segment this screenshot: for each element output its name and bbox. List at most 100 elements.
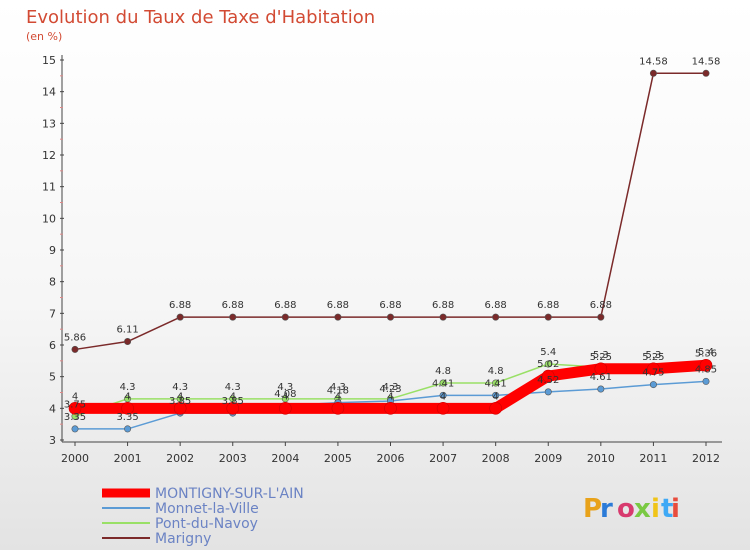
data-point (121, 402, 134, 415)
data-label: 6.88 (327, 300, 349, 311)
data-label: 4.75 (642, 368, 664, 379)
data-label: 14.58 (639, 56, 668, 67)
axes: 3 4 5 6 7 8 9 10 11 12 13 14 15 2000 2001 2002 2003 2004 2… (42, 54, 722, 465)
data-label: 3.75 (64, 399, 86, 410)
data-point (331, 402, 345, 415)
data-label: 5.86 (64, 332, 86, 343)
data-label: 4.3 (277, 382, 293, 393)
data-point (226, 402, 240, 415)
x-tick-label: 2005 (324, 452, 352, 465)
data-point (176, 395, 184, 403)
y-tick-label: 7 (49, 307, 56, 320)
data-point (334, 313, 342, 321)
y-tick-label: 5 (49, 371, 56, 384)
x-tick-label: 2001 (114, 452, 142, 465)
data-point (229, 395, 237, 403)
data-label: 4.52 (537, 375, 559, 386)
y-tick-label: 4 (49, 402, 56, 415)
data-label: 4.18 (327, 386, 349, 397)
data-point (489, 402, 502, 415)
data-point (647, 362, 660, 376)
data-label: 4.3 (330, 382, 346, 393)
legend-label: Monnet-la-Ville (155, 501, 259, 517)
data-label: 6.88 (222, 300, 244, 311)
data-point (439, 379, 447, 387)
data-label: 14.58 (692, 56, 721, 67)
data-label: 4.08 (274, 389, 296, 400)
y-tick-label: 11 (42, 181, 56, 194)
data-label: 5.36 (695, 348, 717, 359)
y-tick-label: 8 (49, 276, 56, 289)
data-label: 4.3 (225, 382, 241, 393)
logo-letter: r (600, 494, 613, 524)
data-point (492, 379, 500, 387)
data-point (279, 402, 292, 415)
y-tick-label: 10 (42, 212, 56, 225)
x-tick-label: 2006 (377, 452, 405, 465)
data-point (71, 425, 79, 433)
x-tick-label: 2011 (639, 452, 667, 465)
chart-title: Evolution du Taux de Taxe d'Habitation (26, 7, 375, 28)
data-point (594, 362, 608, 376)
data-label: 4.61 (590, 372, 612, 383)
x-tick-label: 2010 (587, 452, 615, 465)
data-point (541, 369, 555, 383)
x-tick-label: 2004 (271, 452, 299, 465)
data-label: 4.85 (695, 364, 717, 375)
data-label: 6.88 (590, 300, 612, 311)
data-label: 4.3 (383, 382, 399, 393)
data-label: 4 (282, 391, 288, 402)
data-label: 4 (387, 391, 393, 402)
legend-label: Marigny (155, 531, 211, 547)
data-label: 6.88 (432, 300, 454, 311)
y-tick-label: 15 (42, 54, 56, 67)
data-label: 3.85 (222, 396, 244, 407)
data-label: 3.35 (116, 412, 138, 423)
data-label: 5.25 (590, 352, 612, 363)
data-point (544, 313, 552, 321)
data-label: 5.4 (698, 347, 714, 358)
x-tick-label: 2000 (61, 452, 89, 465)
data-point (492, 313, 500, 321)
data-point (702, 69, 710, 77)
data-point (229, 313, 237, 321)
data-point (649, 381, 657, 389)
data-label: 4 (72, 391, 78, 402)
data-point (597, 385, 605, 393)
data-label: 3.85 (169, 396, 191, 407)
data-label: 5.25 (642, 352, 664, 363)
x-tick-label: 2002 (166, 452, 194, 465)
data-point (492, 391, 500, 399)
legend-label: MONTIGNY-SUR-L'AIN (155, 486, 304, 502)
data-label: 4.8 (488, 366, 504, 377)
data-point (281, 313, 289, 321)
data-point (699, 358, 713, 372)
data-point (386, 313, 394, 321)
logo-letter: P (583, 494, 602, 524)
data-point (176, 313, 184, 321)
data-label: 4.41 (485, 378, 507, 389)
series-layer (68, 69, 713, 433)
logo-letter: t (661, 494, 673, 524)
data-point (439, 391, 447, 399)
x-tick-label: 2009 (534, 452, 562, 465)
data-label: 6.11 (116, 325, 138, 336)
data-labels: 5.86 6.11 6.88 6.88 6.88 6.88 6.88 6.88 6.88 6.88… (64, 56, 720, 423)
data-label: 6.88 (485, 300, 507, 311)
data-label: 4 (230, 391, 236, 402)
x-tick-label: 2007 (429, 452, 457, 465)
data-point (702, 377, 710, 385)
data-label: 5.3 (593, 350, 609, 361)
data-point (173, 402, 187, 415)
data-label: 4.8 (435, 366, 451, 377)
data-label: 4 (492, 391, 498, 402)
data-label: 5.4 (540, 347, 556, 358)
proxiti-logo: Pr o x i ti (583, 494, 680, 524)
y-tick-label: 3 (49, 434, 56, 447)
data-label: 4 (177, 391, 183, 402)
data-point (384, 402, 397, 415)
data-label: 6.88 (274, 300, 296, 311)
data-point (439, 313, 447, 321)
data-point (597, 313, 605, 321)
